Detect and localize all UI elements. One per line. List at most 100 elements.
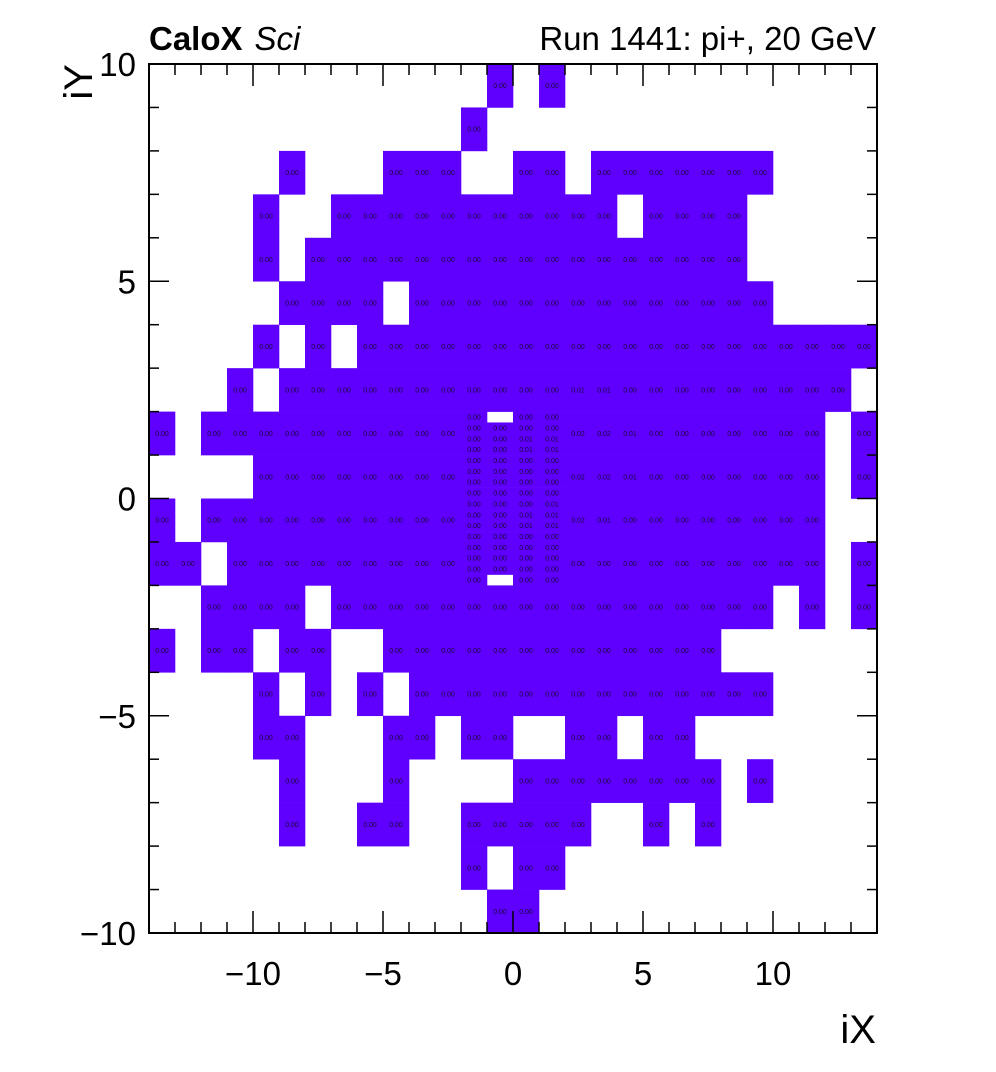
heatmap-cell xyxy=(799,541,826,586)
cell-value-label: 0.00 xyxy=(649,778,663,785)
heatmap-cell xyxy=(539,628,566,673)
cell-value-label: 0.00 xyxy=(467,425,481,432)
heatmap-cell xyxy=(331,194,358,239)
cell-value-label: 0.00 xyxy=(805,474,819,481)
heatmap-cell xyxy=(383,455,410,499)
heatmap-cell xyxy=(409,281,436,325)
heatmap-cell xyxy=(747,541,774,586)
cell-value-label: 0.00 xyxy=(805,561,819,568)
heatmap-cell xyxy=(565,628,592,673)
heatmap-cell xyxy=(279,585,306,630)
cell-value-label: 0.00 xyxy=(285,431,299,438)
heatmap-cell xyxy=(487,465,514,478)
cell-value-label: 0.00 xyxy=(545,425,559,432)
cell-value-label: 0.00 xyxy=(623,561,637,568)
heatmap-cell xyxy=(539,759,566,803)
heatmap-cell xyxy=(643,802,670,847)
cell-value-label: 0.00 xyxy=(467,567,481,574)
heatmap-cell xyxy=(279,281,306,325)
cell-value-label: 0.00 xyxy=(467,436,481,443)
heatmap-cell xyxy=(513,150,540,195)
cell-value-label: 0.00 xyxy=(753,431,767,438)
heatmap-cell xyxy=(539,585,566,630)
heatmap-cell xyxy=(409,672,436,717)
heatmap-cell xyxy=(643,715,670,760)
heatmap-cell xyxy=(513,563,540,575)
x-tick-label: −5 xyxy=(364,955,402,992)
cell-value-label: 0.00 xyxy=(831,344,845,351)
y-tick-label: −5 xyxy=(98,698,136,735)
heatmap-cell xyxy=(539,465,566,478)
cell-value-label: 0.00 xyxy=(415,605,429,612)
heatmap-cell xyxy=(513,433,540,445)
heatmap-cell xyxy=(643,585,670,630)
cell-value-label: 0.00 xyxy=(519,415,533,422)
heatmap-cell xyxy=(773,455,800,499)
heatmap-cell xyxy=(279,541,306,586)
cell-value-label: 0.00 xyxy=(545,480,559,487)
heatmap-cell xyxy=(201,411,228,456)
heatmap-cell xyxy=(253,324,280,369)
cell-value-label: 0.00 xyxy=(649,735,663,742)
cell-value-label: 0.00 xyxy=(493,344,507,351)
heatmap-cell xyxy=(695,150,722,195)
heatmap-cell xyxy=(331,237,358,282)
cell-value-label: 0.01 xyxy=(545,523,559,530)
cell-value-label: 0.00 xyxy=(727,387,741,394)
cell-value-label: 0.00 xyxy=(571,605,585,612)
cell-value-label: 0.00 xyxy=(701,474,715,481)
cell-value-label: 0.00 xyxy=(311,387,325,394)
cell-value-label: 0.00 xyxy=(545,545,559,552)
title-brand-name: CaloX xyxy=(149,20,243,57)
cell-value-label: 0.00 xyxy=(389,605,403,612)
heatmap-cell xyxy=(409,715,436,760)
cell-value-label: 0.00 xyxy=(649,300,663,307)
cell-value-label: 0.00 xyxy=(727,692,741,699)
cell-value-label: 0.00 xyxy=(649,822,663,829)
cell-value-label: 0.00 xyxy=(311,431,325,438)
cell-value-label: 0.00 xyxy=(493,387,507,394)
heatmap-cell xyxy=(487,889,514,934)
heatmap-cell xyxy=(539,802,566,847)
heatmap-cell xyxy=(253,194,280,239)
heatmap-cell xyxy=(149,411,176,456)
heatmap-cell xyxy=(591,281,618,325)
cell-value-label: 0.00 xyxy=(727,170,741,177)
heatmap-cell xyxy=(799,324,826,369)
cell-value-label: 0.00 xyxy=(519,822,533,829)
cell-value-label: 0.01 xyxy=(545,447,559,454)
cell-value-label: 0.00 xyxy=(467,344,481,351)
cell-value-label: 0.00 xyxy=(519,425,533,432)
cell-value-label: 0.02 xyxy=(571,474,585,481)
cell-value-label: 0.00 xyxy=(727,474,741,481)
cell-value-label: 0.00 xyxy=(571,214,585,221)
cell-value-label: 0.00 xyxy=(649,518,663,525)
heatmap-cell xyxy=(721,672,748,717)
cell-value-label: 0.00 xyxy=(259,431,273,438)
cell-value-label: 0.00 xyxy=(285,778,299,785)
cell-value-label: 0.00 xyxy=(441,561,455,568)
cell-value-label: 0.00 xyxy=(493,501,507,508)
heatmap-cell xyxy=(617,368,644,412)
heatmap-cell xyxy=(643,368,670,412)
cell-value-label: 0.00 xyxy=(415,257,429,264)
heatmap-cell xyxy=(409,628,436,673)
heatmap-cell xyxy=(279,411,306,456)
heatmap-cell xyxy=(669,585,696,630)
cell-value-label: 0.00 xyxy=(493,447,507,454)
heatmap-cell xyxy=(513,476,540,488)
cell-value-label: 0.00 xyxy=(545,469,559,476)
cell-value-label: 0.00 xyxy=(857,344,871,351)
heatmap-cell xyxy=(409,324,436,369)
heatmap-cell xyxy=(253,585,280,630)
heatmap-cell xyxy=(487,498,514,510)
cell-value-label: 0.00 xyxy=(467,214,481,221)
heatmap-cell xyxy=(851,411,878,456)
cell-value-label: 0.00 xyxy=(467,822,481,829)
cell-value-label: 0.00 xyxy=(649,431,663,438)
heatmap-cell xyxy=(357,281,384,325)
cell-value-label: 0.00 xyxy=(649,214,663,221)
heatmap-cell xyxy=(279,455,306,499)
cell-value-label: 0.00 xyxy=(753,300,767,307)
